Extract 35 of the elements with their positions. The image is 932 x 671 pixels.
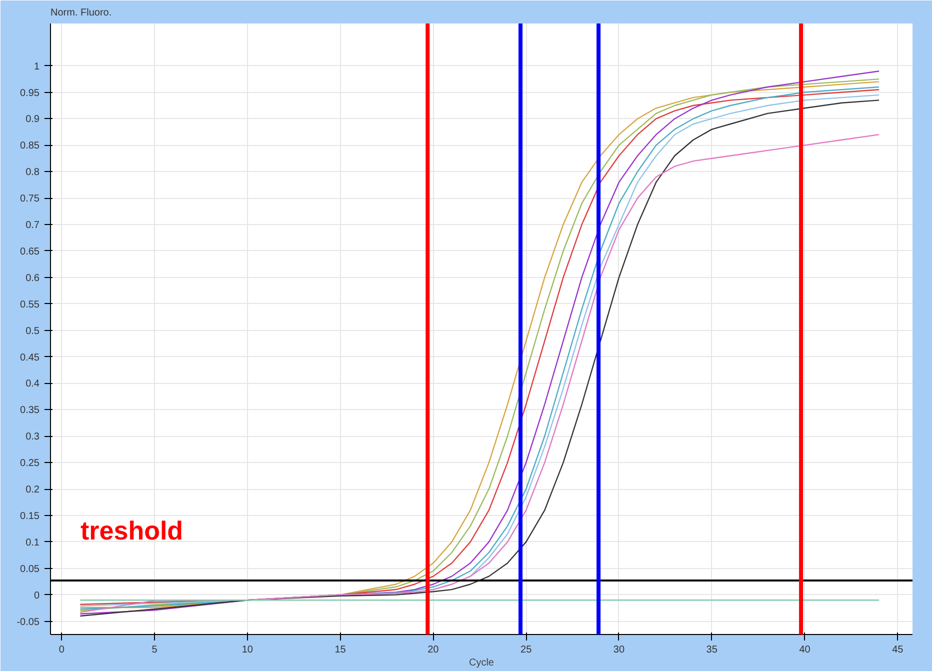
x-tick-label: 40 (799, 644, 811, 656)
x-tick-label: 30 (613, 644, 625, 656)
y-tick-label: 0.5 (26, 326, 40, 337)
y-tick-label: 0.35 (20, 405, 40, 416)
y-tick-label: 0.65 (20, 246, 40, 258)
y-tick-label: 0.4 (26, 378, 40, 390)
y-tick-label: 0 (34, 590, 40, 602)
x-tick-label: 45 (892, 644, 904, 656)
y-tick-label: 0.6 (26, 272, 40, 284)
y-tick-label: 0.85 (20, 140, 40, 152)
x-tick-label: 35 (706, 644, 718, 656)
x-tick-label: 25 (520, 644, 532, 656)
y-tick-label: 0.9 (26, 114, 40, 126)
y-axis-title: Norm. Fluoro. (50, 8, 112, 18)
y-tick-label: 0.1 (26, 537, 40, 548)
y-tick-label: 0.3 (26, 432, 40, 443)
x-tick-label: 5 (152, 644, 158, 656)
y-tick-label: 0.05 (20, 564, 40, 575)
y-tick-label: 0.15 (20, 510, 40, 522)
y-tick-label: 0.2 (26, 484, 40, 496)
y-tick-label: 0.45 (20, 352, 40, 364)
y-tick-label: 0.25 (20, 458, 40, 470)
y-tick-label: 0.95 (20, 88, 40, 99)
ref-line-label: treshold (80, 516, 184, 546)
y-tick-label: 0.7 (26, 220, 40, 232)
y-tick-label: 1 (34, 61, 40, 72)
x-tick-label: 20 (428, 644, 440, 656)
y-tick-label: 0.8 (26, 167, 40, 178)
y-tick-label: -0.05 (16, 616, 40, 628)
x-tick-label: 0 (58, 644, 65, 656)
y-tick-label: 0.75 (20, 194, 40, 205)
y-tick-label: 0.55 (20, 299, 40, 310)
x-tick-label: 10 (242, 644, 254, 656)
x-tick-label: 15 (334, 644, 346, 656)
x-axis-title: Cycle (469, 658, 494, 668)
